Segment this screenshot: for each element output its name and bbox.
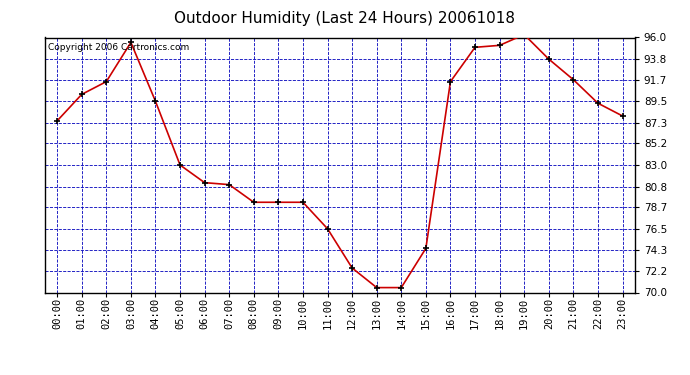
Text: Copyright 2006 Cartronics.com: Copyright 2006 Cartronics.com [48,43,189,52]
Text: Outdoor Humidity (Last 24 Hours) 20061018: Outdoor Humidity (Last 24 Hours) 2006101… [175,11,515,26]
